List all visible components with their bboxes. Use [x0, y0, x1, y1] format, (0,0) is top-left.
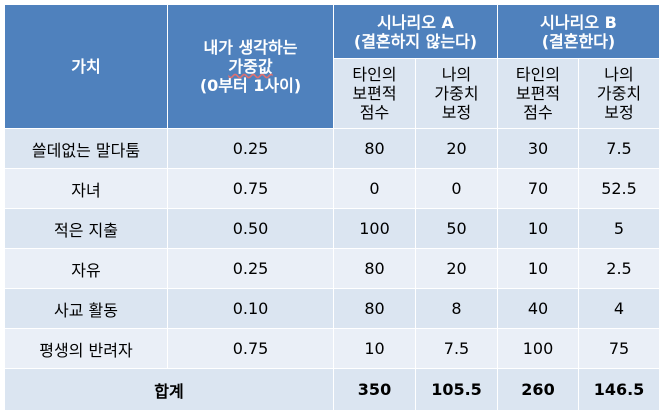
value-column-header: 가치 [4, 4, 168, 129]
weight-header-line-1: 내가 생각하는 [203, 38, 298, 57]
total-b-score: 260 [497, 368, 579, 411]
scenario-b-title: 시나리오 B [540, 12, 617, 32]
a-weighted-line-2: 가중치 [434, 84, 479, 103]
weight-cell: 0.50 [167, 208, 334, 249]
b-weighted-cell: 52.5 [578, 168, 660, 209]
b-score-cell: 70 [497, 168, 579, 209]
value-cell: 쓸데없는 말다툼 [4, 128, 168, 169]
b-score-cell: 100 [497, 328, 579, 369]
a-weighted-cell: 8 [415, 288, 498, 329]
a-score-cell: 80 [333, 248, 416, 289]
b-weighted-cell: 7.5 [578, 128, 660, 169]
b-weighted-line-2: 가중치 [596, 84, 642, 103]
table-row: 자유 0.25 80 20 10 2.5 [4, 248, 660, 289]
total-a-weighted: 105.5 [415, 368, 498, 411]
weight-column-header: 내가 생각하는 가중값 (0부터 1사이) [167, 4, 334, 129]
value-cell: 자녀 [4, 168, 168, 209]
table-row: 적은 지출 0.50 100 50 10 5 [4, 208, 660, 249]
a-weighted-line-1: 나의 [441, 65, 472, 84]
b-weighted-cell: 75 [578, 328, 660, 369]
scenario-b-subtitle: (결혼한다) [541, 31, 616, 51]
a-weighted-cell: 50 [415, 208, 498, 249]
a-score-line-3: 점수 [359, 103, 390, 122]
a-score-cell: 10 [333, 328, 416, 369]
b-score-cell: 10 [497, 248, 579, 289]
weight-header-line-3: (0부터 1사이) [199, 76, 302, 95]
a-score-subheader: 타인의 보편적 점수 [333, 58, 416, 129]
weight-cell: 0.25 [167, 248, 334, 289]
b-score-line-3: 점수 [523, 103, 553, 122]
b-score-cell: 10 [497, 208, 579, 249]
b-weighted-cell: 5 [578, 208, 660, 249]
a-weighted-line-3: 보정 [441, 103, 472, 122]
b-weighted-line-3: 보정 [604, 103, 634, 122]
b-score-cell: 40 [497, 288, 579, 329]
total-b-weighted: 146.5 [578, 368, 660, 411]
b-weighted-line-1: 나의 [604, 65, 634, 84]
weight-header-line-2: 가중값 [228, 57, 273, 76]
weight-cell: 0.25 [167, 128, 334, 169]
table-row: 사교 활동 0.10 80 8 40 4 [4, 288, 660, 329]
a-weighted-cell: 20 [415, 248, 498, 289]
weight-cell: 0.75 [167, 328, 334, 369]
b-score-subheader: 타인의 보편적 점수 [497, 58, 579, 129]
a-score-cell: 100 [333, 208, 416, 249]
value-cell: 평생의 반려자 [4, 328, 168, 369]
b-score-line-1: 타인의 [515, 65, 561, 84]
scenario-a-title: 시나리오 A [377, 12, 454, 32]
weight-cell: 0.75 [167, 168, 334, 209]
a-weighted-cell: 7.5 [415, 328, 498, 369]
scenario-b-header: 시나리오 B (결혼한다) [497, 4, 660, 59]
a-score-cell: 0 [333, 168, 416, 209]
table-row: 평생의 반려자 0.75 10 7.5 100 75 [4, 328, 660, 369]
a-score-line-1: 타인의 [352, 65, 397, 84]
a-score-cell: 80 [333, 128, 416, 169]
b-weighted-cell: 2.5 [578, 248, 660, 289]
a-score-cell: 80 [333, 288, 416, 329]
b-score-cell: 30 [497, 128, 579, 169]
b-score-line-2: 보편적 [515, 84, 561, 103]
scenario-a-header: 시나리오 A (결혼하지 않는다) [333, 4, 498, 59]
weight-cell: 0.10 [167, 288, 334, 329]
a-weighted-subheader: 나의 가중치 보정 [415, 58, 498, 129]
total-label: 합계 [4, 368, 334, 411]
a-weighted-cell: 0 [415, 168, 498, 209]
value-cell: 자유 [4, 248, 168, 289]
table-row: 자녀 0.75 0 0 70 52.5 [4, 168, 660, 209]
a-weighted-cell: 20 [415, 128, 498, 169]
b-weighted-subheader: 나의 가중치 보정 [578, 58, 660, 129]
b-weighted-cell: 4 [578, 288, 660, 329]
scenario-a-subtitle: (결혼하지 않는다) [353, 31, 478, 51]
a-score-line-2: 보편적 [352, 84, 397, 103]
total-row: 합계 350 105.5 260 146.5 [4, 368, 660, 411]
value-comparison-table: 가치 내가 생각하는 가중값 (0부터 1사이) 시나리오 A (결혼하지 않는… [4, 4, 660, 411]
value-cell: 사교 활동 [4, 288, 168, 329]
table-row: 쓸데없는 말다툼 0.25 80 20 30 7.5 [4, 128, 660, 169]
total-a-score: 350 [333, 368, 416, 411]
value-cell: 적은 지출 [4, 208, 168, 249]
